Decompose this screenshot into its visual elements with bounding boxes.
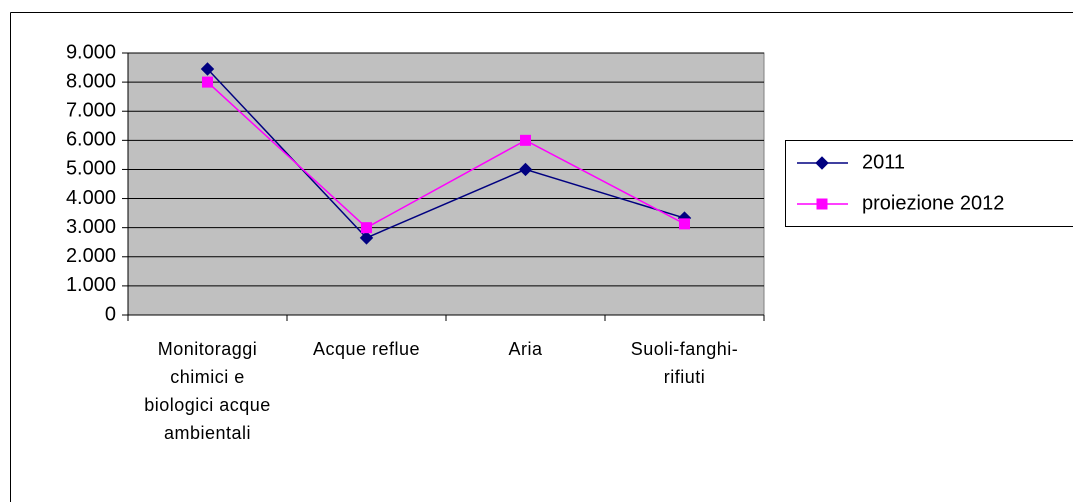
x-tick-label: Suoli-fanghi-rifiuti xyxy=(630,339,739,387)
y-tick-label: 2.000 xyxy=(66,245,116,267)
legend-box xyxy=(785,140,1073,227)
data-point xyxy=(518,162,533,177)
x-tick-label: Monitoraggi chimici e biologici acque am… xyxy=(144,339,271,443)
y-tick-label: 4.000 xyxy=(66,187,116,209)
data-point xyxy=(202,76,213,88)
data-point xyxy=(679,218,690,230)
y-tick-label: 5.000 xyxy=(66,158,116,180)
legend-label: 2011 xyxy=(862,151,905,173)
y-tick-label: 3.000 xyxy=(66,216,116,238)
y-tick-label: 0 xyxy=(105,303,116,325)
legend-marker xyxy=(816,198,828,210)
y-tick-label: 8.000 xyxy=(66,70,116,92)
y-tick-label: 7.000 xyxy=(66,100,116,122)
series-line xyxy=(206,81,685,229)
data-point xyxy=(359,231,374,245)
data-point xyxy=(361,222,372,234)
data-point xyxy=(520,134,531,146)
legend-marker xyxy=(815,156,829,170)
x-tick-label: Aria xyxy=(508,339,543,359)
y-tick-label: 6.000 xyxy=(66,129,116,151)
series-line xyxy=(206,68,685,239)
legend-label: proiezione 2012 xyxy=(862,192,1004,214)
y-tick-label: 1.000 xyxy=(66,274,116,296)
y-tick-label: 9.000 xyxy=(66,41,116,63)
data-point xyxy=(200,62,215,76)
x-tick-label: Acque reflue xyxy=(312,339,421,359)
